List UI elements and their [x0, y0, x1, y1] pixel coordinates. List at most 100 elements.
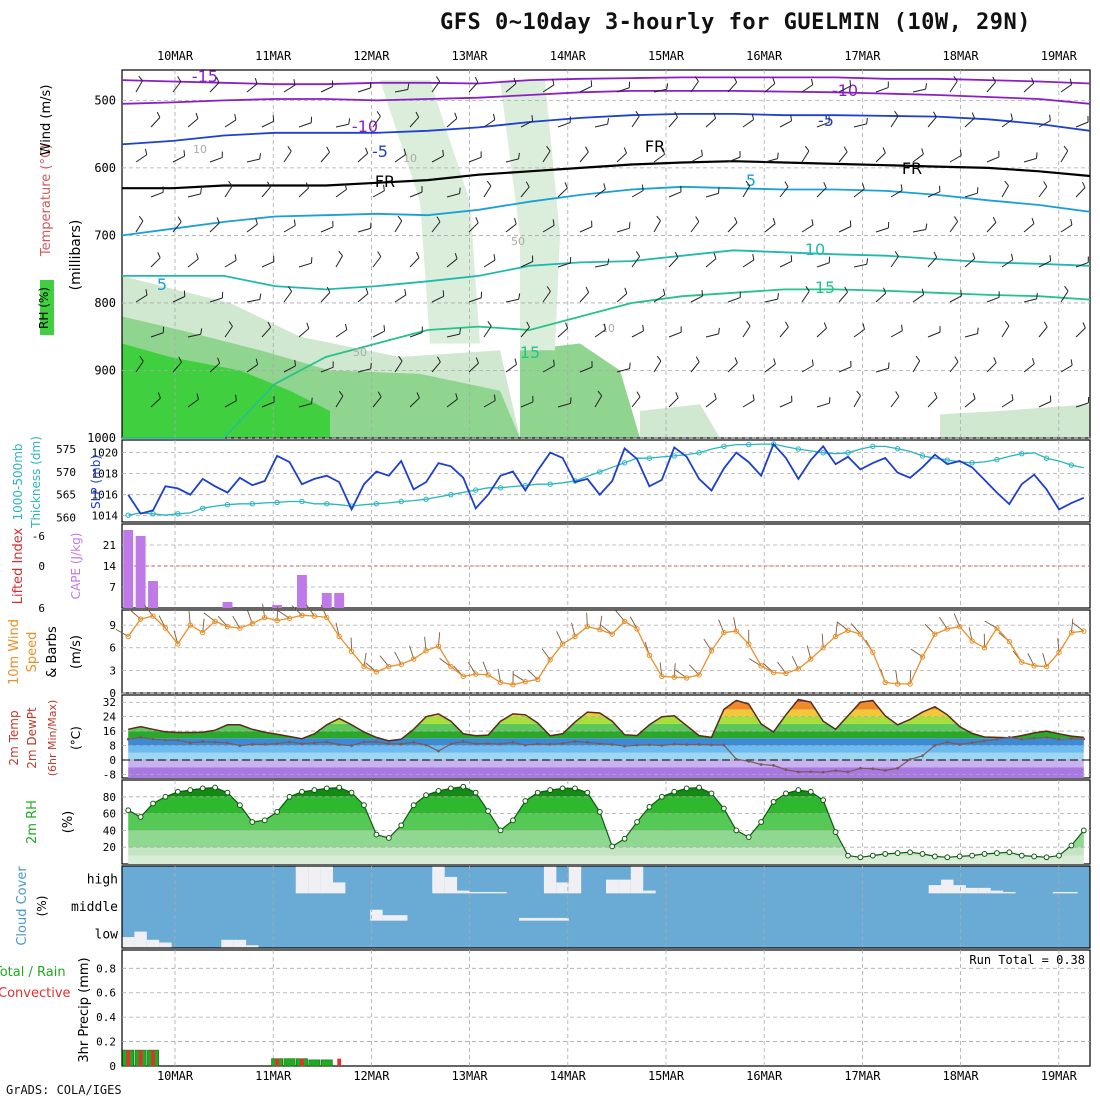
wind-barb [407, 83, 410, 90]
wind-barb [964, 333, 978, 338]
wind-barb [283, 291, 293, 303]
rh-shading [520, 343, 640, 438]
wind-barb [992, 216, 997, 223]
slp-tick-label: 1014 [92, 510, 119, 523]
rh-marker [311, 787, 318, 793]
wind-speed-marker [597, 626, 603, 633]
wind-barb [224, 185, 233, 198]
dewpoint-marker [1057, 737, 1061, 741]
wind-barb [727, 82, 738, 93]
wind-barb [287, 146, 292, 152]
wind-barb [357, 152, 368, 163]
wind-speed-marker [324, 614, 330, 621]
wind-barb [597, 390, 603, 397]
cape-bar [272, 605, 283, 608]
wind-barb [1049, 255, 1052, 262]
dewpoint-marker [995, 737, 999, 741]
wind-barb [1035, 152, 1038, 159]
dewpoint-marker [126, 737, 130, 741]
wind-barb [653, 220, 661, 233]
rh-marker [994, 850, 1000, 856]
rh-marker [261, 817, 268, 824]
cape-tick-label: 7 [109, 581, 116, 594]
wind-axis-label-2: Speed [25, 632, 40, 673]
wind-speed-marker [733, 628, 740, 634]
wind-barb [949, 221, 959, 233]
cloud-cell-high [543, 866, 557, 894]
rh-marker [708, 790, 715, 797]
wind-barb [690, 155, 703, 163]
precip-tick-label: 0.2 [96, 1036, 116, 1049]
wind-barb [642, 324, 644, 331]
wind-speed-marker [696, 672, 702, 678]
wind-barb [895, 391, 900, 397]
wind-barb [701, 290, 704, 297]
cloud-cell-middle [531, 917, 544, 921]
wind-barb [172, 361, 182, 373]
wind-barb [542, 84, 555, 93]
wind-barb [882, 147, 886, 154]
wind-barb [372, 396, 382, 408]
wind-barb [713, 252, 717, 259]
rh-marker [944, 854, 951, 861]
wind-barb [255, 358, 259, 365]
wind-barb [1038, 326, 1048, 338]
date-label-bottom: 18MAR [943, 1069, 980, 1083]
wind-barb [616, 227, 630, 233]
precip-convective-bar [300, 1058, 304, 1066]
wind-barb [1038, 186, 1048, 198]
rh-marker [832, 829, 839, 835]
wind-barb [474, 76, 479, 83]
wind-barb [446, 258, 458, 268]
wind-speed-marker [1068, 629, 1075, 636]
wind-barb [357, 87, 371, 93]
wind-barb [493, 254, 496, 261]
precip-total-bar [283, 1058, 296, 1067]
dewpoint-marker [486, 742, 490, 745]
wind-barb [705, 333, 719, 338]
wind-barb [752, 394, 755, 401]
rh-marker [522, 798, 529, 804]
dewpoint-marker [536, 742, 540, 746]
cape-bar [334, 593, 345, 608]
wind-barb [862, 183, 865, 190]
dewpoint-marker [412, 740, 416, 744]
wind-barb [431, 295, 444, 303]
rh-units-label: (%) [61, 811, 76, 834]
wind-barb [838, 151, 848, 163]
wind-barb [200, 328, 203, 335]
slp-tick-label: 1020 [92, 447, 119, 460]
wind-barb [246, 83, 258, 93]
wind-speed-marker [1056, 649, 1062, 655]
date-label-bottom: 12MAR [353, 1069, 390, 1083]
wind-barb [579, 366, 593, 373]
dewpoint-marker [312, 741, 316, 745]
cloud-cell-high [965, 887, 979, 894]
precip-convective-bar [138, 1050, 143, 1066]
wind-speed-marker [311, 613, 318, 619]
wind-barb [246, 223, 258, 233]
thickness-marker [224, 501, 231, 508]
wind-barb [553, 359, 555, 366]
wind-barb [764, 298, 778, 303]
rh-shading [122, 343, 330, 438]
wind-barb [261, 261, 275, 268]
dewpoint-marker [772, 763, 775, 767]
dewpoint-marker [561, 742, 564, 745]
wind-barb [287, 286, 293, 292]
rh-marker [770, 798, 777, 805]
wind-barb [579, 151, 589, 163]
cloud-cell-high [568, 866, 582, 894]
date-label-bottom: 15MAR [648, 1069, 685, 1083]
contour-label: 5 [157, 275, 167, 294]
dewpoint-marker [511, 740, 515, 744]
wind-barb [953, 216, 959, 222]
wind-barb [209, 222, 220, 233]
wind-barb [742, 119, 754, 128]
rh-marker [1043, 854, 1050, 861]
wind-barb [552, 78, 555, 86]
wind-barb [912, 153, 924, 163]
wind-barb [514, 218, 517, 225]
dewpoint-marker [300, 742, 304, 746]
wind-barb [431, 221, 441, 233]
